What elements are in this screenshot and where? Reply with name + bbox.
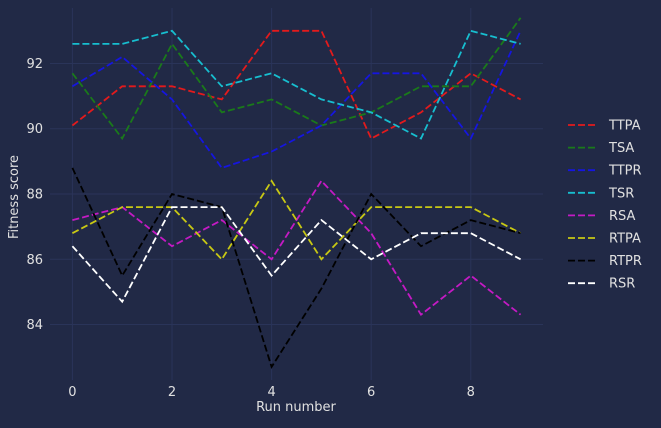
series-line-tsr	[72, 29, 521, 140]
y-tick-label: 90	[26, 122, 43, 137]
legend-label-ttpr: TTPR	[608, 164, 642, 179]
legend-label-tsa: TSA	[608, 141, 634, 156]
legend-label-rtpa: RTPA	[609, 232, 641, 247]
series-line-tsa	[71, 17, 522, 141]
x-tick-label: 4	[267, 385, 275, 400]
x-tick-label: 0	[68, 385, 76, 400]
legend-label-rsr: RSR	[609, 277, 635, 292]
x-axis-ticks: 0 2 4 6 8	[68, 385, 475, 400]
x-tick-label: 6	[367, 385, 375, 400]
series-line-rsa	[72, 179, 522, 317]
legend-label-rtpr: RTPR	[609, 254, 642, 269]
y-tick-label: 84	[26, 318, 43, 333]
grid	[50, 8, 543, 380]
x-axis-label: Run number	[256, 400, 336, 415]
y-tick-label: 92	[26, 57, 43, 72]
legend-label-rsa: RSA	[609, 209, 636, 224]
legend: TTPA TSA TTPR TSR RSA RTPA RTPR RSR	[568, 119, 642, 292]
legend-label-ttpa: TTPA	[608, 119, 641, 134]
series-line-rtpa	[71, 179, 522, 261]
x-tick-label: 8	[467, 385, 475, 400]
y-axis-label: Fitness score	[7, 155, 22, 239]
series-lines	[71, 17, 522, 370]
series-line-ttpr	[71, 30, 522, 169]
legend-label-tsr: TSR	[608, 186, 634, 201]
y-axis-ticks: 84 86 88 90 92	[26, 57, 43, 333]
series-line-ttpa	[71, 29, 522, 140]
y-tick-label: 88	[26, 188, 43, 203]
y-tick-label: 86	[26, 253, 43, 268]
x-tick-label: 2	[168, 385, 176, 400]
series-line-rsr	[71, 206, 522, 304]
